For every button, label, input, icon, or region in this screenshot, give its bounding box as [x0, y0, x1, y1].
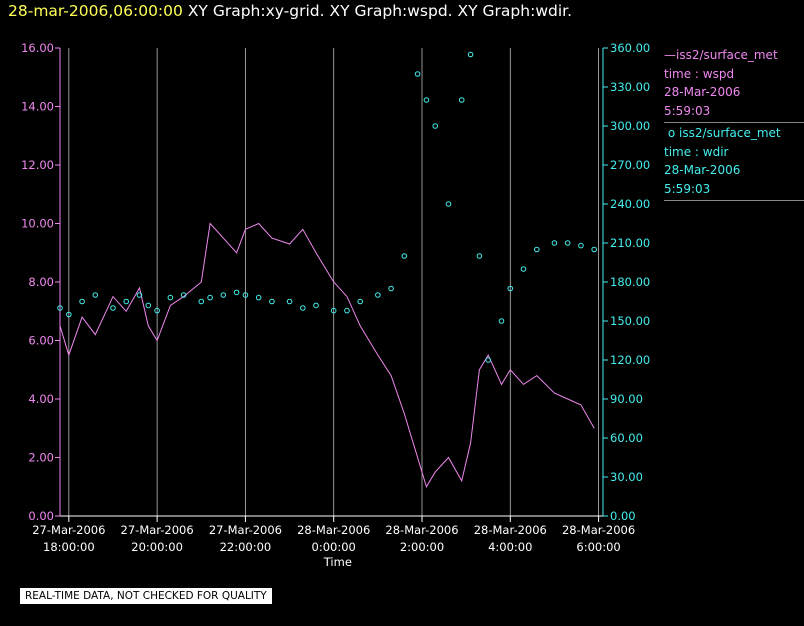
series-point-wdir-32	[467, 51, 474, 58]
series-point-wdir-34	[485, 357, 492, 363]
right-tick-label-3: 90.00	[610, 392, 643, 406]
series-point-wdir-5	[123, 298, 130, 305]
series-point-wdir-24	[375, 292, 381, 298]
series-point-wdir-26	[401, 253, 408, 259]
right-tick-label-5: 150.00	[610, 314, 650, 328]
x-tick-date-6: 28-Mar-2006	[562, 523, 635, 537]
series-point-wdir-22	[344, 307, 350, 314]
series-point-wdir-15	[242, 292, 249, 298]
series-point-wdir-21	[330, 307, 337, 314]
series-point-wdir-12	[207, 294, 213, 301]
x-tick-date-5: 28-Mar-2006	[474, 523, 547, 537]
left-tick-label-4: 8.00	[28, 275, 54, 289]
x-tick-date-2: 27-Mar-2006	[209, 523, 282, 537]
right-tick-label-0: 0.00	[610, 509, 636, 523]
right-tick-label-9: 270.00	[610, 158, 650, 172]
legend: —iss2/surface_met time : wspd 28-Mar-200…	[664, 46, 804, 202]
series-point-wdir-10	[180, 292, 187, 298]
left-tick-label-8: 16.00	[21, 41, 54, 55]
left-tick-label-1: 2.00	[28, 451, 54, 465]
right-tick-label-8: 240.00	[610, 197, 650, 211]
series-point-wdir-42	[591, 246, 597, 253]
legend-wspd-var: time : wspd	[664, 66, 735, 81]
x-tick-time-6: 6:00:00	[576, 540, 620, 554]
series-point-wdir-7	[145, 302, 152, 309]
x-tick-date-1: 27-Mar-2006	[121, 523, 194, 537]
series-point-wdir-38	[533, 246, 540, 253]
series-point-wdir-3	[92, 292, 99, 298]
right-tick-label-2: 60.00	[610, 431, 643, 445]
title-datetime: 28-mar-2006,06:00:00	[8, 2, 183, 20]
x-tick-date-0: 27-Mar-2006	[32, 523, 105, 537]
chart-title: 28-mar-2006,06:00:00 XY Graph:xy-grid. X…	[8, 2, 572, 20]
x-tick-time-3: 0:00:00	[312, 540, 356, 554]
series-point-wdir-41	[578, 242, 584, 249]
right-tick-label-4: 120.00	[610, 353, 650, 367]
legend-wspd-date: 28-Mar-2006	[664, 85, 741, 99]
series-point-wdir-13	[220, 292, 227, 298]
series-point-wdir-25	[388, 285, 394, 292]
legend-wspd-time: 5:59:03	[664, 103, 711, 118]
x-tick-time-2: 22:00:00	[220, 540, 272, 554]
right-tick-label-11: 330.00	[610, 80, 650, 94]
series-point-wdir-29	[432, 123, 439, 129]
legend-wdir-date: 28-Mar-2006	[664, 163, 741, 177]
series-point-wdir-14	[233, 289, 240, 296]
series-point-wdir-20	[313, 302, 319, 309]
x-tick-time-0: 18:00:00	[43, 540, 95, 554]
x-tick-time-4: 2:00:00	[400, 540, 444, 554]
series-point-wdir-1	[66, 311, 72, 318]
series-point-wdir-0	[57, 305, 63, 311]
series-point-wdir-37	[520, 266, 527, 272]
series-point-wdir-28	[423, 97, 430, 103]
x-tick-time-5: 4:00:00	[488, 540, 532, 554]
series-point-wdir-4	[110, 305, 116, 311]
series-point-wdir-39	[551, 240, 558, 246]
left-tick-label-5: 10.00	[21, 217, 54, 231]
left-tick-label-7: 14.00	[21, 100, 54, 114]
series-point-wdir-36	[507, 285, 514, 292]
legend-wdir-source: o iss2/surface_met	[664, 126, 781, 140]
series-point-wdir-17	[269, 298, 275, 305]
quality-notice: REAL-TIME DATA, NOT CHECKED FOR QUALITY	[20, 588, 272, 604]
left-tick-label-3: 6.00	[28, 334, 54, 348]
right-tick-label-7: 210.00	[610, 236, 650, 250]
right-tick-label-1: 30.00	[610, 470, 643, 484]
series-point-wdir-11	[198, 298, 205, 305]
title-graphs: XY Graph:xy-grid. XY Graph:wspd. XY Grap…	[187, 2, 573, 20]
right-tick-label-6: 180.00	[610, 275, 650, 289]
x-tick-date-3: 28-Mar-2006	[297, 523, 370, 537]
left-tick-label-6: 12.00	[21, 158, 54, 172]
series-point-wdir-2	[79, 298, 85, 305]
series-point-wdir-16	[255, 294, 262, 301]
x-tick-date-4: 28-Mar-2006	[385, 523, 458, 537]
series-line-wspd	[59, 222, 595, 489]
series-point-wdir-23	[357, 298, 363, 305]
series-point-wdir-40	[564, 240, 571, 246]
series-point-wdir-19	[300, 305, 306, 311]
x-axis-label: Time	[323, 555, 352, 569]
legend-divider-bottom	[664, 200, 804, 201]
legend-wdir-time: 5:59:03	[664, 181, 711, 196]
legend-divider	[664, 122, 804, 123]
series-point-wdir-18	[286, 298, 293, 305]
left-tick-label-2: 4.00	[28, 392, 54, 406]
x-tick-time-1: 20:00:00	[131, 540, 183, 554]
series-point-wdir-8	[154, 307, 160, 314]
series-point-wdir-30	[445, 201, 452, 207]
series-point-wdir-9	[167, 294, 174, 301]
right-tick-label-12: 360.00	[610, 41, 650, 55]
series-point-wdir-31	[458, 97, 465, 103]
series-point-wdir-35	[498, 318, 505, 324]
series-point-wdir-33	[476, 253, 483, 259]
legend-wdir-var: time : wdir	[664, 144, 729, 159]
series-point-wdir-27	[414, 71, 421, 77]
legend-wspd-source: —iss2/surface_met	[664, 48, 778, 62]
right-tick-label-10: 300.00	[610, 119, 650, 133]
left-tick-label-0: 0.00	[28, 509, 54, 523]
series-point-wdir-6	[136, 292, 143, 298]
